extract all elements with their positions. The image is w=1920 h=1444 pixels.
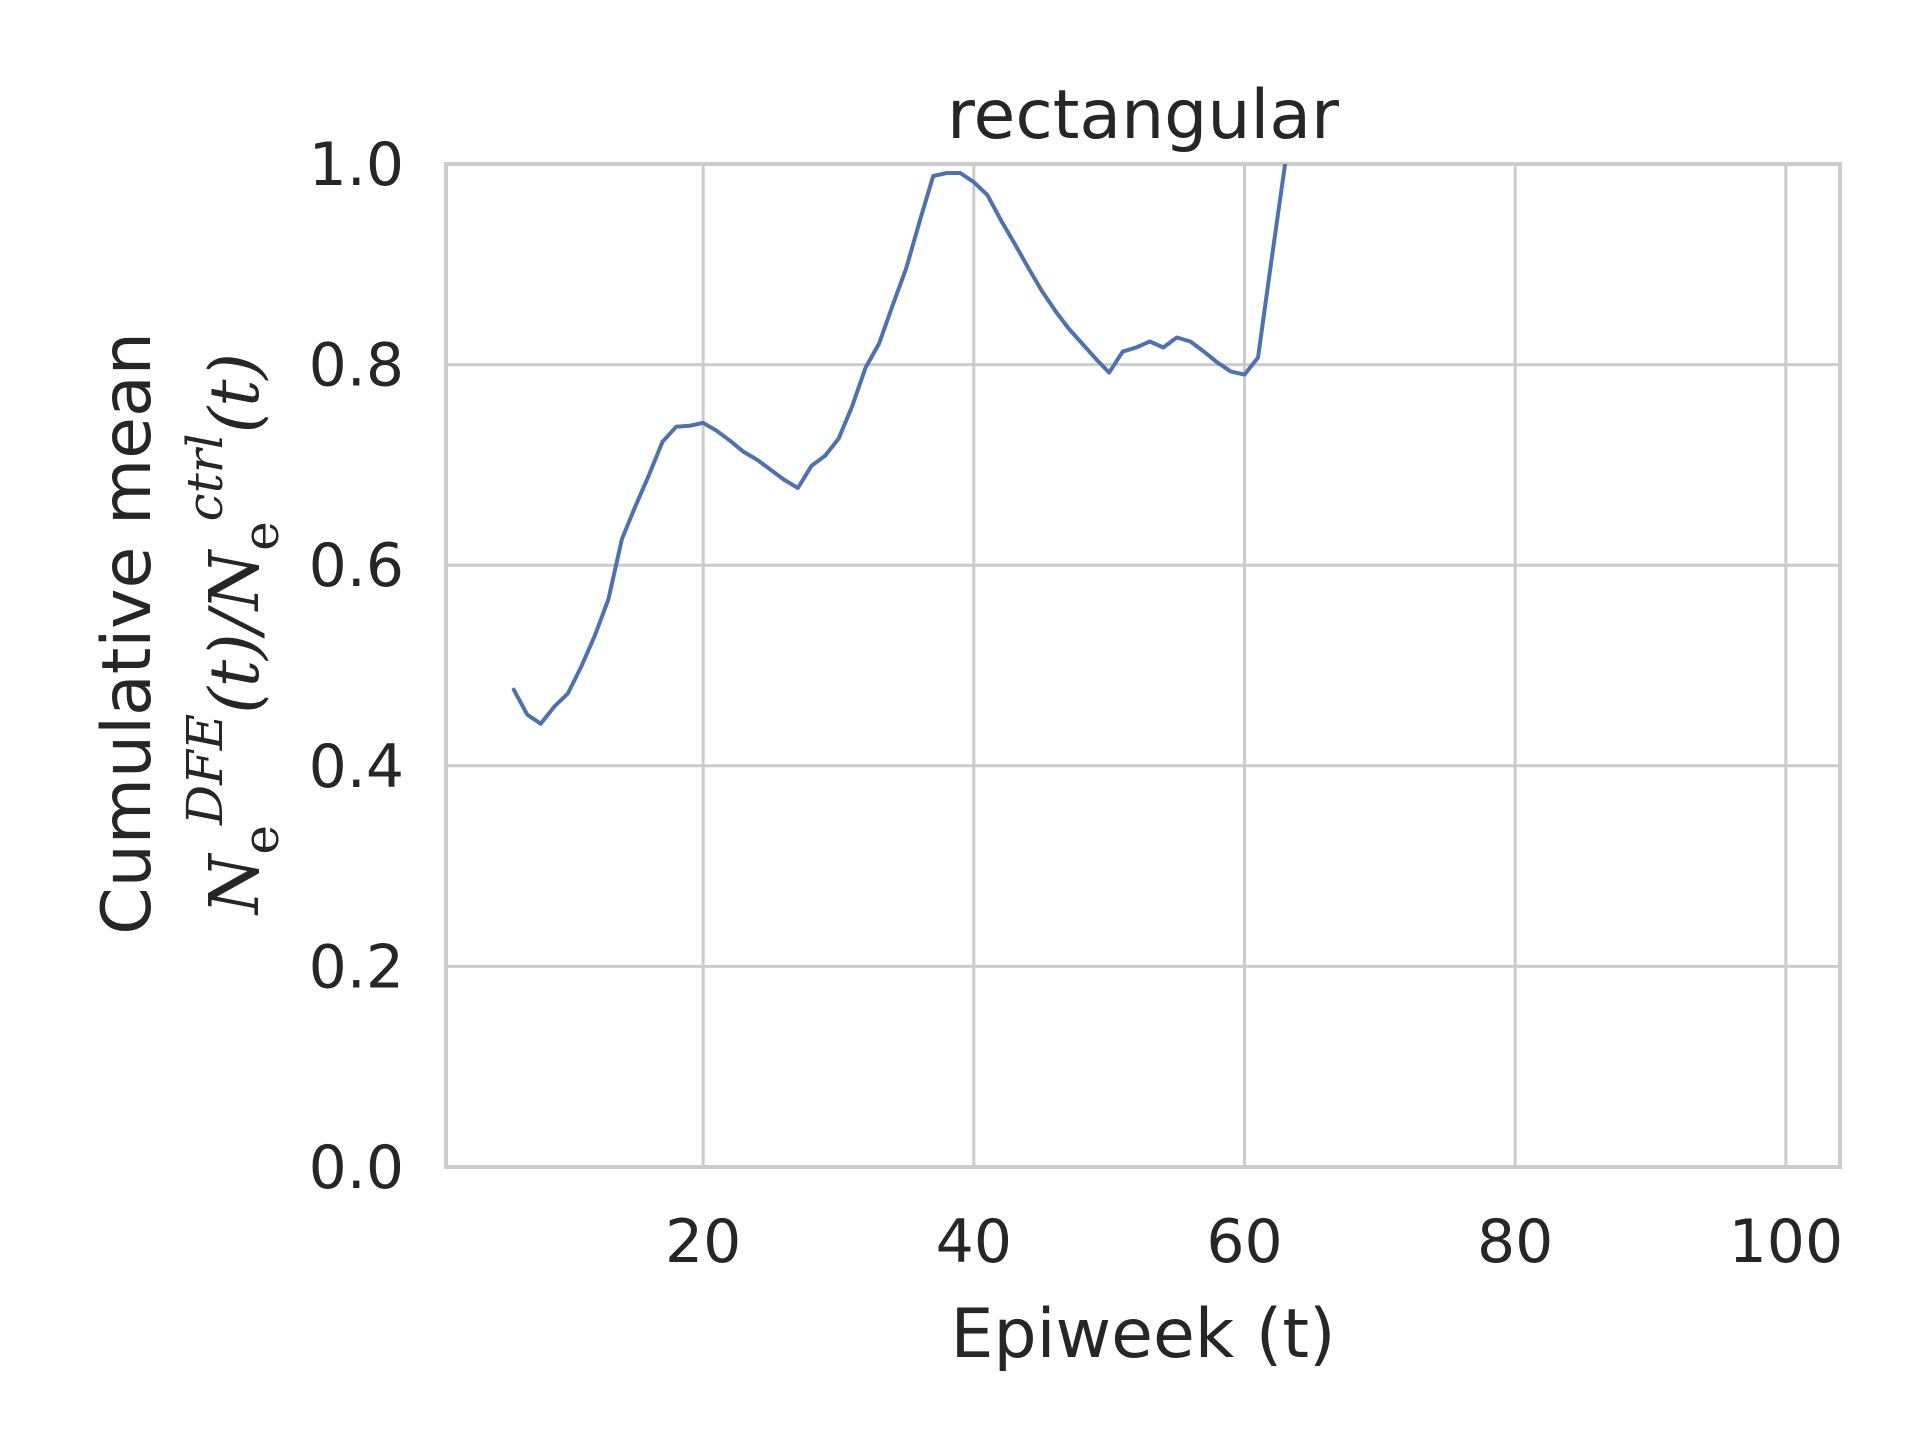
y-tick-label: 0.8: [309, 331, 404, 401]
y-label-math-part: DFE: [176, 714, 234, 826]
y-tick-label: 0.0: [309, 1133, 404, 1203]
y-label-math-part: (t)/N: [196, 548, 275, 713]
series-layer: [511, 164, 1288, 726]
y-tick-label: 0.6: [309, 531, 404, 601]
tick-layer: 20 40 60 80 100 0.0 0.2 0.4 0.6 0.8 1.0: [309, 130, 1844, 1277]
x-tick-label: 80: [1477, 1207, 1553, 1277]
y-axis-label-line1: Cumulative mean: [88, 332, 167, 935]
plot-frame: [444, 162, 1842, 1169]
y-tick-label: 1.0: [309, 130, 404, 200]
x-axis-label: Epiweek (t): [950, 1295, 1335, 1374]
y-label-math-part: N: [196, 852, 275, 916]
y-label-math-part: (t): [196, 353, 275, 433]
x-tick-label: 40: [936, 1207, 1012, 1277]
y-label-math-part: ctrl: [176, 433, 234, 521]
x-tick-label: 20: [665, 1207, 741, 1277]
y-tick-label: 0.4: [309, 732, 404, 802]
y-label-math-part: e: [232, 521, 290, 551]
x-tick-label: 100: [1729, 1207, 1844, 1277]
x-tick-label: 60: [1206, 1207, 1282, 1277]
series-line: [511, 164, 1288, 726]
y-axis-label-line2: NeDFE(t)/Nectrl(t): [176, 353, 290, 916]
y-label-math-part: e: [232, 825, 290, 855]
chart-title: rectangular: [947, 76, 1339, 155]
y-tick-label: 0.2: [309, 932, 404, 1002]
